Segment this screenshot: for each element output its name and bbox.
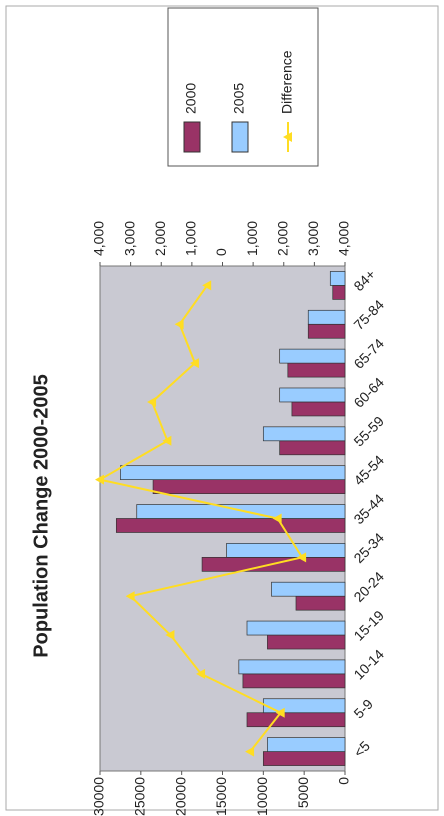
bar (238, 659, 346, 675)
y2-tick-label: 3,000 (305, 221, 321, 256)
y2-tick-label: 0 (213, 248, 229, 256)
bar (307, 323, 346, 339)
bar (115, 518, 346, 533)
bar (226, 543, 346, 558)
bar (246, 620, 346, 636)
bar (136, 504, 346, 519)
bar (262, 426, 346, 442)
bar (287, 362, 346, 378)
legend-swatch (183, 121, 201, 153)
line-marker (275, 707, 285, 718)
line-marker (125, 591, 135, 602)
line-marker (162, 435, 172, 446)
y-tick-label: 15000 (213, 777, 229, 816)
legend-swatch (283, 132, 292, 142)
line-marker (165, 630, 175, 641)
bar (332, 285, 346, 300)
y-tick-label: 0 (336, 777, 352, 785)
line-marker (202, 280, 212, 291)
legend-swatch (231, 121, 249, 153)
y2-tick-label: 1,000 (183, 221, 199, 256)
y-tick-label: 25000 (132, 777, 148, 816)
bar (267, 634, 346, 650)
bar (242, 673, 346, 689)
bar (279, 387, 346, 403)
bar (267, 737, 346, 752)
legend-label: 2000 (183, 83, 199, 114)
line-marker (297, 552, 307, 563)
y-tick-label: 10000 (254, 777, 270, 816)
line-marker (147, 396, 157, 407)
y-tick-label: 20000 (172, 777, 188, 816)
legend-box (167, 7, 319, 167)
bar (295, 595, 346, 611)
bar (291, 401, 346, 417)
line-marker (196, 668, 206, 679)
y2-tick-label: 4,000 (336, 221, 352, 256)
bar (262, 751, 346, 766)
bar (152, 479, 346, 494)
bar (246, 712, 346, 728)
bar (307, 309, 346, 325)
line-marker (245, 746, 255, 757)
chart-title: Population Change 2000-2005 (30, 374, 52, 657)
y2-tick-label: 2,000 (152, 221, 168, 256)
y-tick-label: 5000 (295, 777, 311, 808)
line-marker (272, 513, 282, 524)
line-marker (95, 474, 104, 485)
bar (271, 581, 346, 597)
y2-tick-label: 3,000 (121, 221, 137, 256)
line-marker (174, 319, 184, 330)
legend-label: Difference (279, 50, 295, 114)
bar (279, 348, 346, 364)
y2-tick-label: 1,000 (244, 221, 260, 256)
bar (120, 465, 346, 481)
bar (279, 440, 346, 456)
line-marker (189, 358, 199, 369)
bar (329, 271, 346, 286)
legend-label: 2005 (231, 83, 247, 114)
y2-tick-label: 2,000 (274, 221, 290, 256)
y2-tick-label: 4,000 (91, 221, 107, 256)
y-tick-label: 30000 (91, 777, 107, 816)
